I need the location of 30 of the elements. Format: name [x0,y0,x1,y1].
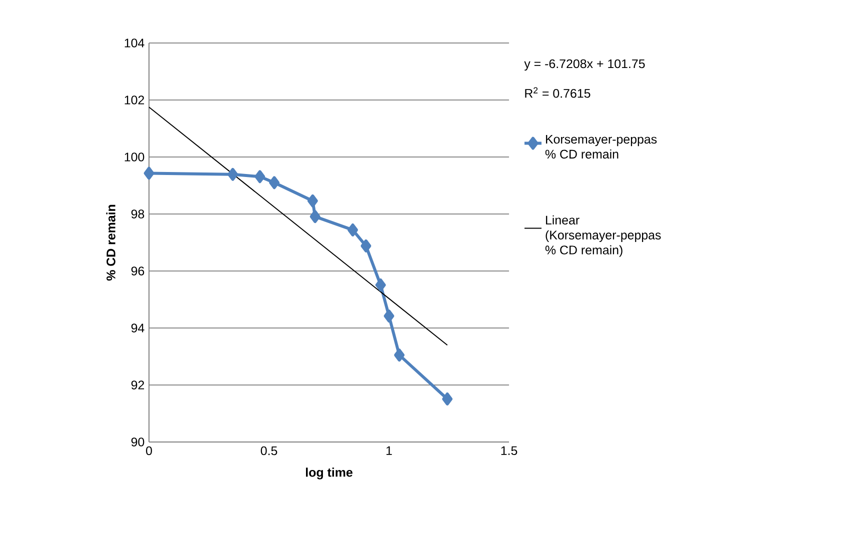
point [384,310,394,323]
y-tick-label: 98 [131,210,144,218]
y-tick-label: 96 [131,266,144,276]
legend-label: Linear (Korsemayer-peppas % CD remain) [545,215,661,257]
y-tick-label: 104 [124,38,144,48]
text: R$^{2}$ = 0.7615 [525,87,590,98]
x-tick-label: 1 [386,446,392,455]
point [442,392,453,406]
point [394,348,405,362]
text: y = -6.7208x + 101.75 [524,59,645,71]
y-axis-title: % CD remain [106,204,116,281]
point [269,176,280,190]
y-tick-label: 90 [131,438,144,446]
x-axis-title: log time [306,468,352,480]
point [310,210,320,224]
point [254,170,266,184]
point [360,239,372,252]
y-tick-label: 94 [131,324,144,332]
y-tick-label: 100 [124,152,144,162]
point [348,223,358,236]
y-tick-label: 92 [131,380,144,390]
x-tick-label: 0 [146,446,152,456]
point [375,278,386,292]
x-tick-label: 0.5 [260,446,278,456]
point [307,194,318,208]
point [144,166,154,180]
point [228,168,238,181]
x-tick-label: 1.5 [501,446,518,456]
y-tick-label: 102 [124,96,144,104]
legend-label: Korsemayer-peppas % CD remain [545,134,657,159]
